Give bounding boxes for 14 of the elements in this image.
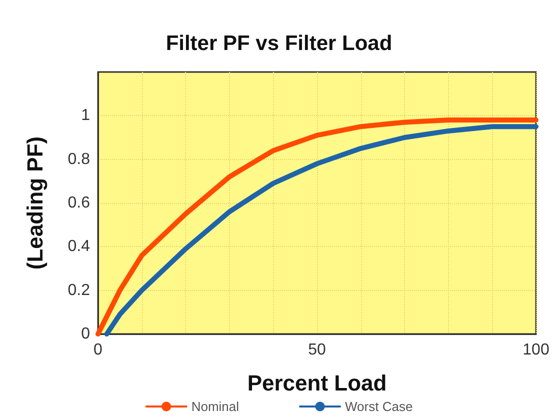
- x-tick-label: 50: [308, 342, 326, 358]
- y-tick-label: 0.8: [68, 150, 90, 168]
- y-tick-label: 0.4: [68, 238, 90, 256]
- y-tick-label: 0.2: [68, 282, 90, 299]
- x-tick-label: 100: [522, 342, 550, 358]
- x-tick-label: 0: [94, 342, 103, 358]
- y-tick-label: 0: [81, 326, 90, 342]
- legend-label: Nominal: [191, 399, 240, 414]
- y-axis-title: (Leading PF): [22, 136, 48, 270]
- y-tick-label: 1: [81, 107, 90, 124]
- x-axis-title: Percent Load: [247, 370, 387, 396]
- legend-label: Worst Case: [345, 399, 413, 414]
- y-tick-label: 0.6: [68, 194, 90, 212]
- chart-title: Filter PF vs Filter Load: [166, 32, 392, 55]
